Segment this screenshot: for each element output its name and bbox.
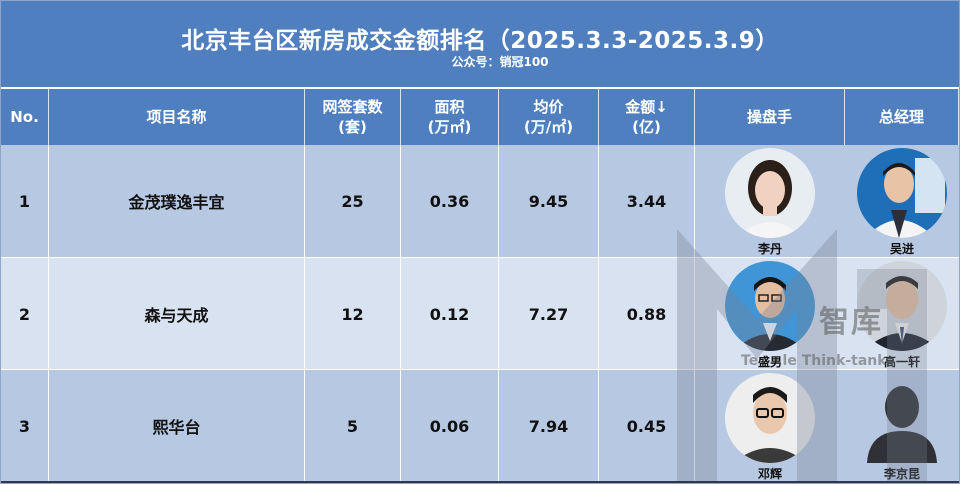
avatar	[857, 373, 947, 463]
row-area: 0.12	[401, 258, 499, 370]
bottom-border	[1, 481, 959, 483]
row-amount: 3.44	[599, 145, 695, 257]
watermark-text: 智库	[819, 305, 883, 340]
row-no: 2	[1, 258, 49, 370]
avatar	[725, 261, 815, 351]
header-units-line1: 网签套数	[322, 98, 383, 116]
header-area-line2: (万㎡)	[427, 118, 472, 136]
gm-cell: 李京昆	[845, 370, 959, 482]
header-amount: 金额↓ (亿)	[599, 89, 695, 145]
operator-cell: 邓辉	[695, 370, 845, 482]
gm-cell: 高一轩	[845, 258, 959, 370]
table-row: 3 熙华台 5 0.06 7.94 0.45 邓辉	[1, 369, 959, 482]
header-amount-line2: (亿)	[632, 118, 661, 136]
operator-name: 李丹	[757, 242, 782, 256]
row-units: 12	[305, 258, 401, 370]
row-project: 熙华台	[49, 370, 305, 482]
avatar	[725, 148, 815, 238]
row-area: 0.36	[401, 145, 499, 257]
header-price-line1: 均价	[533, 98, 564, 116]
header-operator: 操盘手	[695, 89, 845, 145]
header-units-line2: (套)	[338, 118, 367, 136]
row-project: 金茂璞逸丰宜	[49, 145, 305, 257]
header-amount-line1: 金额↓	[625, 98, 668, 116]
row-area: 0.06	[401, 370, 499, 482]
row-project: 森与天成	[49, 258, 305, 370]
row-price: 9.45	[499, 145, 599, 257]
page-subtitle: 公众号：销冠100	[451, 55, 549, 69]
header-price: 均价 (万/㎡)	[499, 89, 599, 145]
avatar	[725, 373, 815, 463]
header-price-line2: (万/㎡)	[523, 118, 574, 136]
row-amount: 0.45	[599, 370, 695, 482]
gm-name: 吴进	[889, 242, 914, 256]
watermark-subtext: Te le Think-tank	[741, 353, 887, 369]
row-no: 3	[1, 370, 49, 482]
operator-cell: 盛男	[695, 258, 845, 370]
header-no: No.	[1, 89, 49, 145]
operator-name: 盛男	[757, 355, 782, 369]
row-units: 25	[305, 145, 401, 257]
header-area-line1: 面积	[434, 98, 465, 116]
avatar	[857, 148, 947, 238]
row-price: 7.27	[499, 258, 599, 370]
header-units: 网签套数 (套)	[305, 89, 401, 145]
table-row: 2 森与天成 12 0.12 7.27 0.88 盛男	[1, 257, 959, 370]
row-price: 7.94	[499, 370, 599, 482]
table-header: No. 项目名称 网签套数 (套) 面积 (万㎡) 均价 (万/㎡) 金额↓ (亿) 操…	[1, 89, 959, 145]
gm-name: 高一轩	[883, 355, 920, 369]
operator-name: 邓辉	[757, 467, 782, 481]
row-amount: 0.88	[599, 258, 695, 370]
avatar	[857, 261, 947, 351]
table-row: 1 金茂璞逸丰宜 25 0.36 9.45 3.44 李丹	[1, 145, 959, 257]
page-title: 北京丰台区新房成交金额排名（2025.3.3-2025.3.9）	[181, 28, 779, 54]
row-no: 1	[1, 145, 49, 257]
row-units: 5	[305, 370, 401, 482]
gm-name: 李京昆	[883, 467, 920, 481]
operator-cell: 李丹	[695, 145, 845, 257]
header-area: 面积 (万㎡)	[401, 89, 499, 145]
title-bar: 北京丰台区新房成交金额排名（2025.3.3-2025.3.9） 公众号：销冠1…	[1, 1, 959, 87]
header-project: 项目名称	[49, 89, 305, 145]
gm-cell: 吴进	[845, 145, 959, 257]
header-gm: 总经理	[845, 89, 959, 145]
